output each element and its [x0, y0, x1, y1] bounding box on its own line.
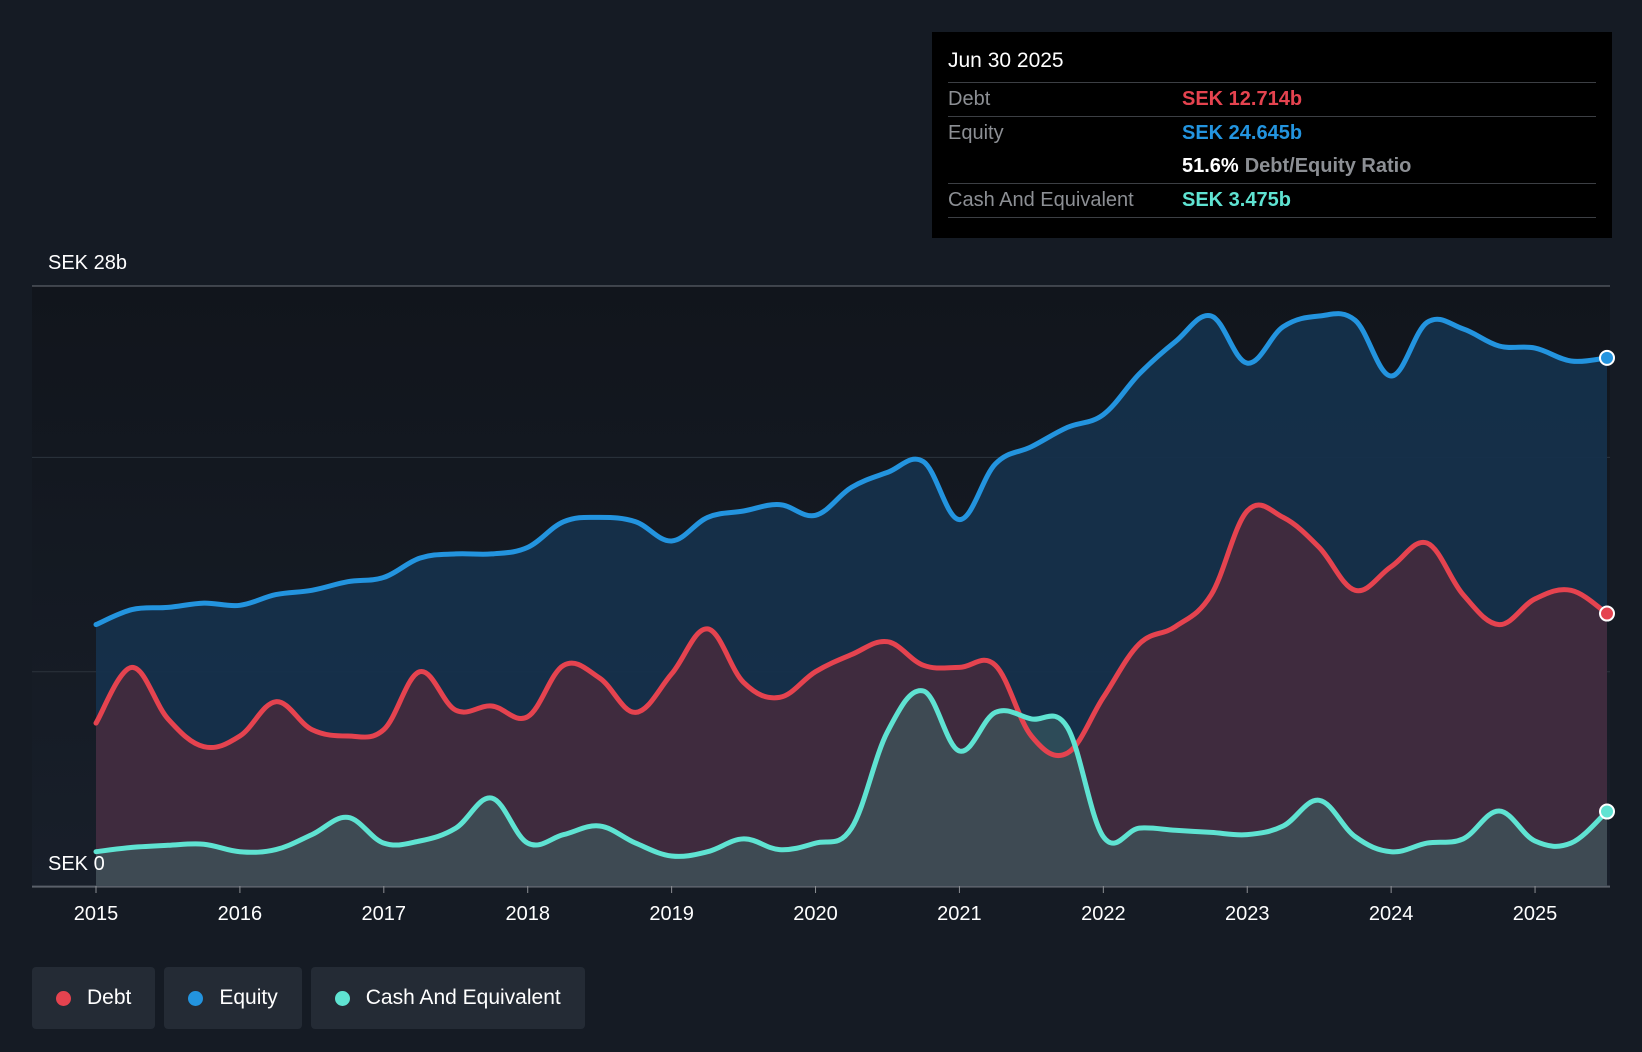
legend-item-cash[interactable]: Cash And Equivalent [310, 967, 585, 1029]
tooltip-ratio-label: Debt/Equity Ratio [1244, 155, 1412, 177]
legend-label-debt: Debt [87, 986, 132, 1009]
x-tick-label: 2017 [362, 903, 407, 925]
tooltip-equity-row: Equity SEK 24.645b [948, 116, 1596, 150]
x-tick-label: 2021 [937, 903, 982, 925]
x-tick-label: 2018 [505, 903, 550, 925]
series-areas [96, 313, 1607, 887]
cash-and-equivalent-end-marker [1599, 803, 1615, 820]
cash-and-equivalent-area [96, 690, 1607, 886]
equity-dot-icon [188, 990, 204, 1006]
tooltip-debt-label: Debt [948, 88, 991, 110]
tooltip-date: Jun 30 2025 [948, 49, 1064, 72]
debt-dot-icon [56, 990, 71, 1006]
debt-end-marker [1599, 605, 1615, 622]
legend-label-equity: Equity [219, 986, 278, 1009]
series-end-markers [1599, 349, 1615, 820]
tooltip-debt-row: Debt SEK 12.714b [948, 82, 1596, 116]
tooltip-ratio-row: 51.6% Debt/Equity Ratio [948, 150, 1596, 183]
debt-line [93, 502, 1610, 759]
tooltip-cash-row: Cash And Equivalent SEK 3.475b [948, 183, 1596, 218]
x-axis: 2015 2016 2017 2018 2019 2020 2021 2022 2023 2024… [32, 886, 1610, 925]
legend-item-equity[interactable]: Equity [164, 967, 302, 1029]
equity-end-marker [1599, 349, 1615, 366]
series-lines [93, 311, 1610, 859]
x-tick-label: 2025 [1513, 903, 1558, 925]
y-axis-bottom-label: SEK 0 [48, 853, 105, 875]
tooltip-equity-value: SEK 24.645b [1182, 122, 1303, 144]
tooltip-ratio-value: 51.6% [1182, 155, 1239, 177]
x-tick-label: 2024 [1369, 903, 1414, 925]
legend-label-cash: Cash And Equivalent [365, 986, 561, 1009]
equity-line [93, 311, 1610, 628]
cash-and-equivalent-line [93, 688, 1610, 859]
legend-item-debt[interactable]: Debt [32, 967, 156, 1029]
x-tick-label: 2016 [218, 903, 263, 925]
tooltip-debt-value: SEK 12.714b [1182, 88, 1303, 110]
tooltip-cash-label: Cash And Equivalent [948, 189, 1134, 211]
y-axis-top-label: SEK 28b [48, 252, 127, 274]
hover-tooltip: Jun 30 2025 Debt SEK 12.714b Equity SEK … [932, 32, 1612, 238]
debt-area [96, 505, 1607, 886]
x-tick-label: 2022 [1081, 903, 1126, 925]
x-tick-label: 2015 [74, 903, 119, 925]
tooltip-cash-value: SEK 3.475b [1182, 189, 1291, 211]
tooltip-equity-label: Equity [948, 122, 1004, 144]
x-tick-label: 2023 [1225, 903, 1270, 925]
cash-dot-icon [334, 990, 350, 1006]
x-tick-label: 2020 [793, 903, 838, 925]
chart-legend: Debt Equity Cash And Equivalent [32, 967, 585, 1029]
x-tick-label: 2019 [649, 903, 694, 925]
